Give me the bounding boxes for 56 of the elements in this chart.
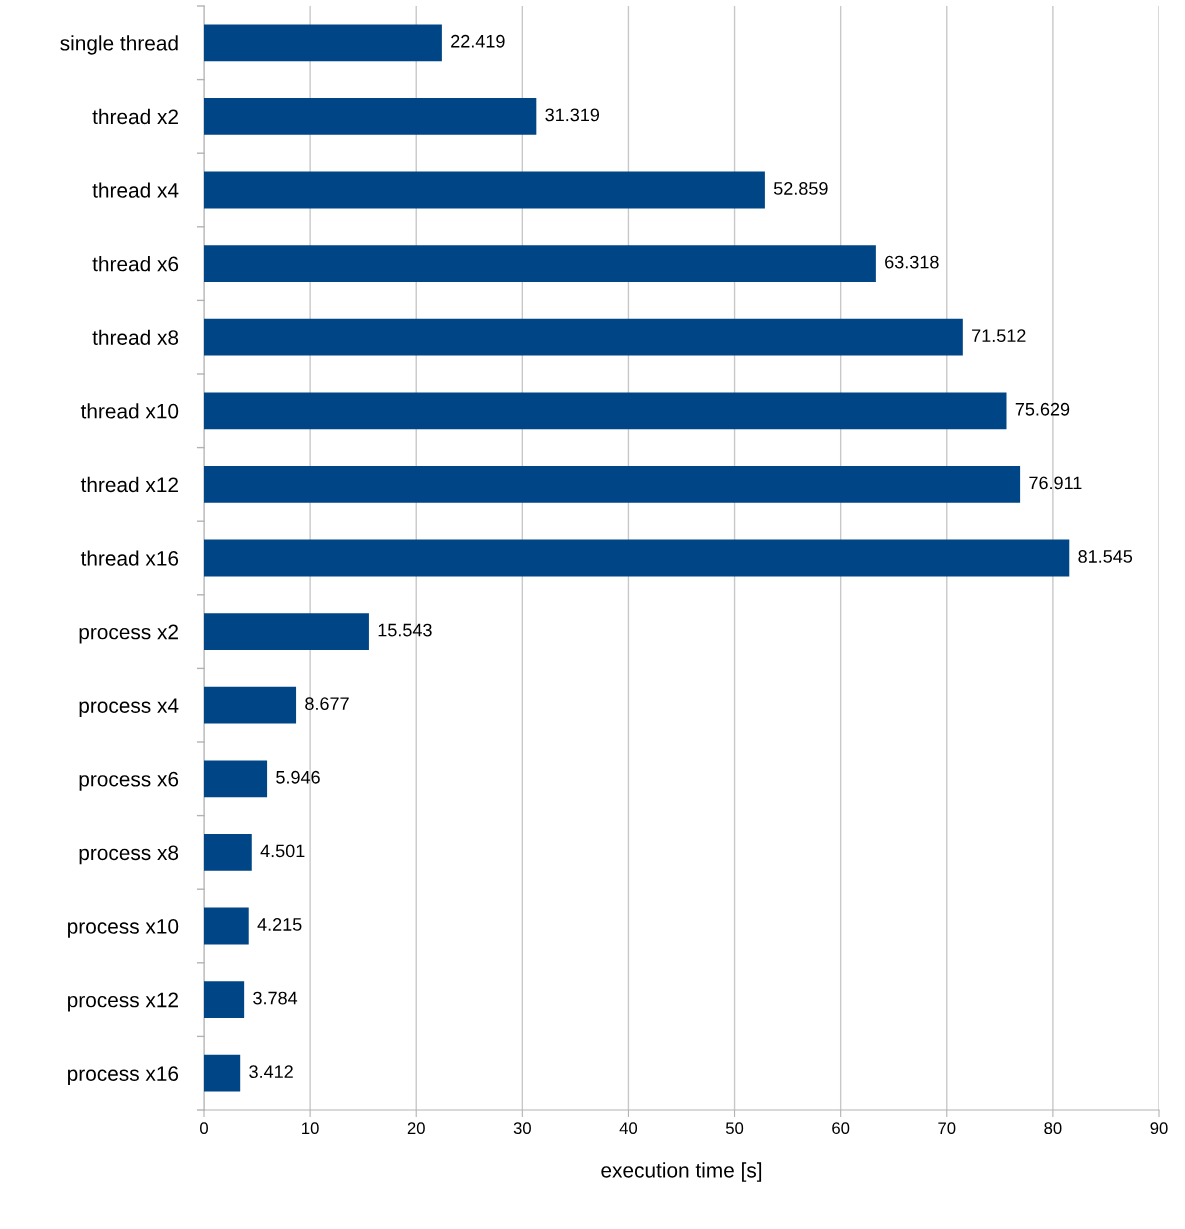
data-label: 15.543: [378, 623, 432, 637]
data-label: 22.419: [451, 34, 505, 48]
bar: [204, 98, 537, 135]
data-label: 76.911: [1029, 476, 1082, 490]
data-label: 5.946: [276, 770, 320, 784]
bar: [204, 245, 876, 282]
bar: [204, 834, 252, 871]
x-tick-label: 40: [619, 1122, 638, 1135]
y-tick-label: thread x16: [80, 550, 179, 566]
y-tick-label: process x16: [68, 1066, 179, 1086]
bar: [204, 686, 297, 724]
bar: [204, 1054, 241, 1092]
data-label: 52.859: [773, 182, 828, 195]
x-tick-label: 90: [1150, 1122, 1168, 1135]
data-label: 63.318: [885, 255, 939, 269]
bar: [204, 392, 1007, 430]
y-tick-label: process x2: [79, 624, 178, 644]
x-tick-label: 60: [832, 1122, 850, 1135]
y-tick-label: single thread: [60, 35, 178, 55]
bar: [204, 466, 1021, 503]
x-tick-label: 30: [513, 1122, 531, 1135]
y-tick-label: process x10: [68, 919, 179, 938]
data-label: 4.215: [257, 918, 302, 931]
data-label: 75.629: [1015, 402, 1070, 416]
x-tick-label: 50: [725, 1122, 744, 1135]
x-tick-label: 10: [302, 1122, 319, 1135]
data-label: 3.412: [249, 1065, 293, 1079]
bar: [204, 539, 1070, 577]
bar: [204, 24, 442, 62]
y-tick-label: thread x4: [92, 182, 179, 198]
x-tick-label: 0: [200, 1122, 208, 1135]
bar: [204, 907, 249, 945]
x-tick-label: 70: [938, 1122, 956, 1135]
y-tick-label: thread x6: [92, 256, 179, 272]
y-tick-label: process x6: [79, 771, 179, 791]
y-tick-label: process x4: [79, 698, 179, 718]
bar: [204, 760, 268, 798]
bar: [204, 981, 245, 1018]
bar: [204, 171, 765, 209]
bar: [204, 318, 963, 356]
y-tick-label: process x12: [68, 992, 178, 1012]
data-label: 71.512: [972, 329, 1026, 343]
y-tick-label: thread x10: [80, 403, 179, 419]
x-tick-label: 80: [1044, 1122, 1062, 1135]
data-label: 8.677: [305, 697, 349, 711]
data-label: 3.784: [253, 991, 298, 1005]
data-label: 81.545: [1078, 550, 1133, 563]
y-tick-label: process x8: [79, 845, 179, 865]
data-label: 31.319: [545, 108, 600, 122]
bar: [204, 613, 369, 650]
x-tick-label: 20: [407, 1122, 425, 1135]
y-tick-label: thread x8: [92, 329, 179, 345]
data-label: 4.501: [260, 844, 305, 858]
y-tick-label: thread x2: [92, 108, 178, 125]
x-axis-title: execution time [s]: [601, 1162, 762, 1182]
y-tick-label: thread x12: [80, 476, 178, 493]
